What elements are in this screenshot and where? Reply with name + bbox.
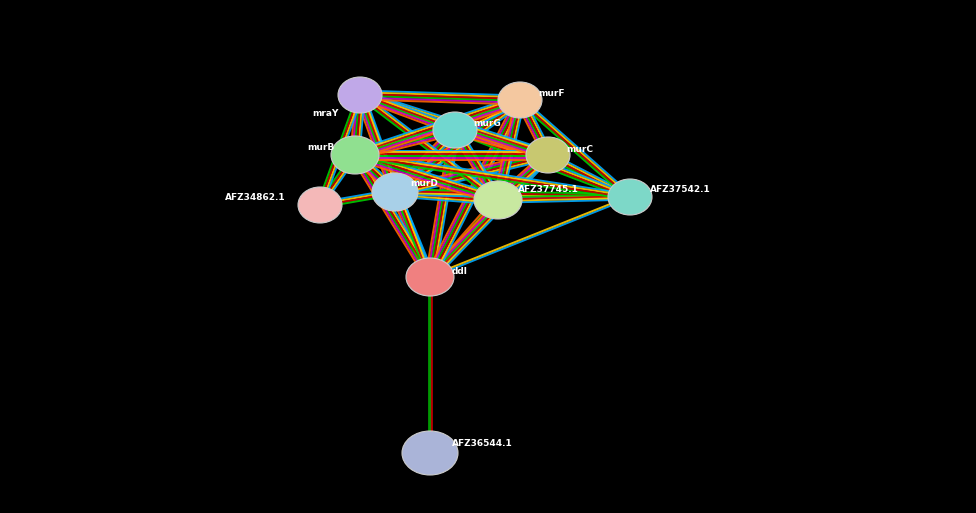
Text: AFZ36544.1: AFZ36544.1 <box>452 439 512 447</box>
Text: murD: murD <box>410 180 438 188</box>
Text: AFZ37542.1: AFZ37542.1 <box>650 185 711 193</box>
Ellipse shape <box>298 187 342 223</box>
Ellipse shape <box>402 431 458 475</box>
Text: murB: murB <box>307 143 334 151</box>
Text: murC: murC <box>566 145 593 153</box>
Ellipse shape <box>433 112 477 148</box>
Ellipse shape <box>526 137 570 173</box>
Text: AFZ34862.1: AFZ34862.1 <box>225 192 286 202</box>
Ellipse shape <box>372 173 418 211</box>
Ellipse shape <box>608 179 652 215</box>
Text: ddl: ddl <box>452 267 468 277</box>
Ellipse shape <box>498 82 542 118</box>
Ellipse shape <box>406 258 454 296</box>
Text: murG: murG <box>473 120 501 128</box>
Text: AFZ37745.1: AFZ37745.1 <box>518 186 579 194</box>
Ellipse shape <box>338 77 382 113</box>
Text: mraY: mraY <box>312 109 339 117</box>
Text: murF: murF <box>538 89 564 98</box>
Ellipse shape <box>474 181 522 219</box>
Ellipse shape <box>331 136 379 174</box>
